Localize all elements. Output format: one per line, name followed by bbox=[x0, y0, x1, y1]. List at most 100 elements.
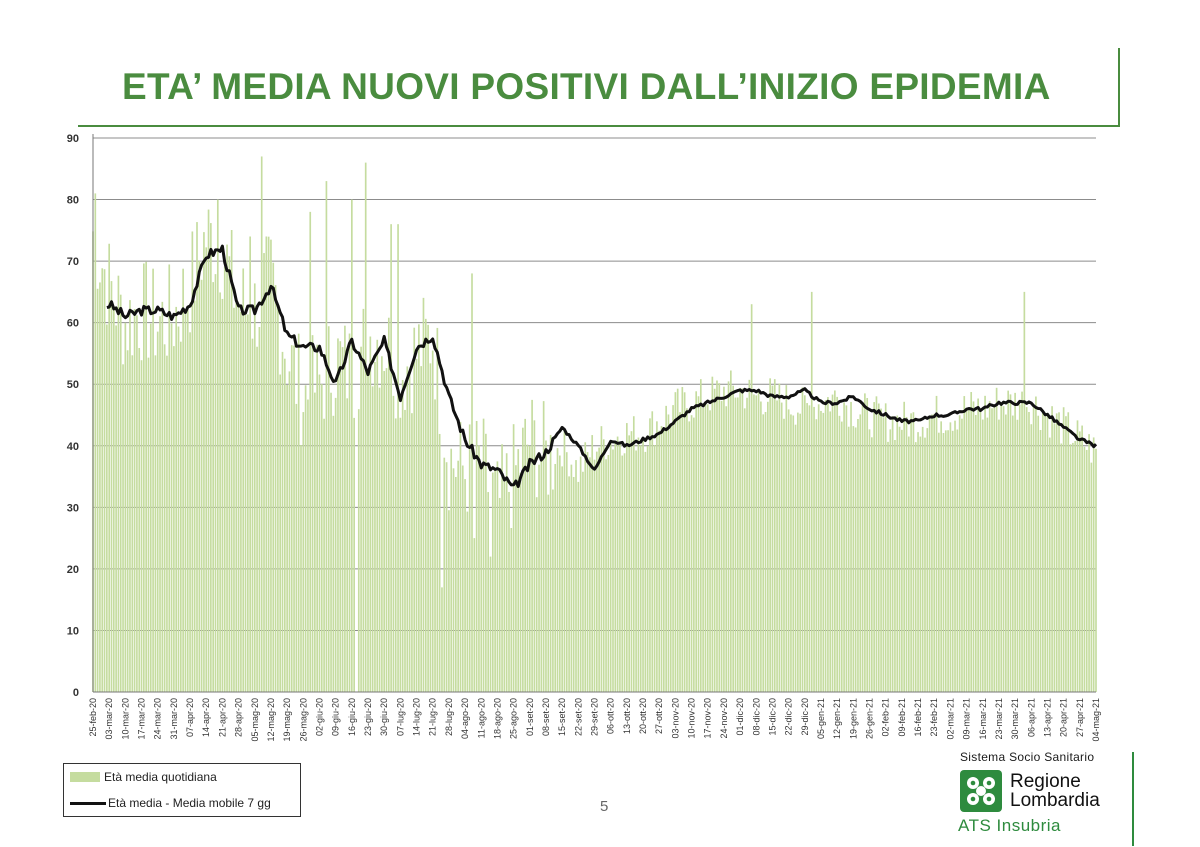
daily-age-bar bbox=[921, 426, 924, 692]
daily-age-bar bbox=[133, 308, 136, 692]
daily-age-bar bbox=[309, 211, 312, 692]
daily-age-bar bbox=[166, 355, 168, 692]
daily-age-bar bbox=[533, 420, 536, 692]
legend-swatch-line bbox=[70, 801, 106, 805]
daily-age-bar bbox=[1021, 391, 1023, 692]
daily-age-bar bbox=[112, 306, 115, 692]
daily-age-bar bbox=[956, 429, 959, 692]
daily-age-bar bbox=[452, 468, 455, 692]
legend-swatch-bar bbox=[70, 772, 100, 782]
daily-age-bar bbox=[170, 323, 173, 692]
daily-age-bar bbox=[1044, 415, 1046, 692]
daily-age-bar bbox=[360, 346, 362, 692]
daily-age-bar bbox=[935, 395, 938, 692]
daily-age-bar bbox=[247, 314, 249, 692]
daily-age-bar bbox=[676, 388, 679, 692]
daily-age-bar bbox=[334, 397, 337, 692]
daily-age-bar bbox=[124, 322, 127, 692]
daily-age-bar bbox=[191, 231, 194, 692]
daily-age-bar bbox=[556, 448, 559, 692]
daily-age-bar bbox=[877, 403, 880, 692]
daily-age-bar bbox=[882, 417, 885, 692]
x-tick-label: 23-giu-20 bbox=[363, 698, 373, 736]
daily-age-bar bbox=[663, 429, 665, 692]
daily-age-bar bbox=[859, 414, 862, 692]
daily-age-bar bbox=[665, 405, 667, 692]
x-tick-label: 16-feb-21 bbox=[913, 698, 923, 737]
daily-age-bar bbox=[695, 391, 698, 692]
daily-age-bar bbox=[1048, 437, 1051, 692]
daily-age-bar bbox=[193, 300, 196, 692]
daily-age-bar bbox=[1051, 406, 1053, 692]
daily-age-bar bbox=[475, 420, 478, 692]
daily-age-bar bbox=[478, 445, 480, 692]
x-tick-label: 19-mag-20 bbox=[282, 698, 292, 742]
x-tick-label: 30-mar-21 bbox=[1010, 698, 1020, 740]
daily-age-bar bbox=[732, 385, 734, 692]
daily-age-bar bbox=[1005, 414, 1007, 692]
daily-age-bar bbox=[864, 393, 866, 692]
daily-age-bar bbox=[314, 392, 316, 692]
x-tick-label: 28-apr-20 bbox=[234, 698, 244, 737]
daily-age-bar bbox=[1076, 420, 1079, 692]
daily-age-bar bbox=[797, 412, 799, 692]
y-tick-label: 30 bbox=[67, 502, 79, 514]
daily-age-bar bbox=[709, 410, 711, 692]
daily-age-bar bbox=[1030, 424, 1033, 692]
x-tick-label: 22-dic-20 bbox=[784, 698, 794, 736]
daily-age-bar bbox=[505, 453, 508, 692]
daily-age-bar bbox=[466, 511, 469, 692]
daily-age-bar bbox=[896, 415, 899, 692]
daily-age-bar bbox=[406, 366, 409, 692]
x-tick-label: 15-dic-20 bbox=[768, 698, 778, 736]
daily-age-bar bbox=[390, 224, 392, 692]
daily-age-bar bbox=[626, 423, 628, 692]
daily-age-bar bbox=[944, 430, 947, 692]
daily-age-bar bbox=[485, 433, 487, 692]
y-tick-label: 80 bbox=[67, 195, 79, 207]
daily-age-bar bbox=[408, 370, 411, 692]
x-tick-label: 29-set-20 bbox=[590, 698, 600, 736]
daily-age-bar bbox=[1046, 412, 1049, 692]
daily-age-bar bbox=[297, 333, 300, 692]
x-tick-label: 09-feb-21 bbox=[897, 698, 907, 737]
daily-age-bar bbox=[376, 339, 379, 692]
daily-age-bar bbox=[988, 401, 991, 692]
daily-age-bar bbox=[461, 465, 464, 692]
daily-age-bar bbox=[810, 291, 813, 692]
daily-age-bar bbox=[981, 419, 984, 692]
y-tick-label: 0 bbox=[73, 687, 79, 699]
daily-age-bar bbox=[357, 409, 360, 692]
daily-age-bar bbox=[152, 268, 154, 692]
x-tick-label: 23-feb-21 bbox=[929, 698, 939, 737]
daily-age-bar bbox=[378, 387, 381, 692]
daily-age-bar bbox=[131, 355, 134, 692]
daily-age-bar bbox=[487, 492, 490, 692]
daily-age-bar bbox=[337, 338, 339, 692]
daily-age-bar bbox=[219, 292, 221, 692]
x-tick-label: 23-mar-21 bbox=[994, 698, 1004, 740]
x-tick-label: 26-gen-21 bbox=[865, 698, 875, 739]
daily-age-bar bbox=[780, 402, 783, 692]
x-tick-label: 09-mar-21 bbox=[962, 698, 972, 740]
daily-age-bar bbox=[901, 429, 903, 692]
daily-age-bar bbox=[214, 274, 217, 692]
title-rule-horizontal bbox=[78, 125, 1120, 127]
x-tick-label: 24-nov-20 bbox=[719, 698, 729, 739]
daily-age-bar bbox=[489, 556, 492, 692]
daily-age-bar bbox=[1032, 406, 1035, 692]
daily-age-bar bbox=[394, 418, 397, 692]
daily-age-bar bbox=[212, 282, 214, 692]
daily-age-bar bbox=[850, 401, 852, 692]
daily-age-bar bbox=[727, 381, 730, 692]
daily-age-bar bbox=[616, 436, 619, 692]
daily-age-bar bbox=[515, 465, 517, 692]
daily-age-bar bbox=[600, 426, 603, 692]
daily-age-bar bbox=[577, 481, 580, 692]
daily-age-bar bbox=[522, 427, 524, 692]
daily-age-bar bbox=[609, 440, 612, 692]
daily-age-bar bbox=[316, 344, 318, 692]
daily-age-bar bbox=[383, 371, 386, 692]
daily-age-bar bbox=[207, 209, 210, 692]
